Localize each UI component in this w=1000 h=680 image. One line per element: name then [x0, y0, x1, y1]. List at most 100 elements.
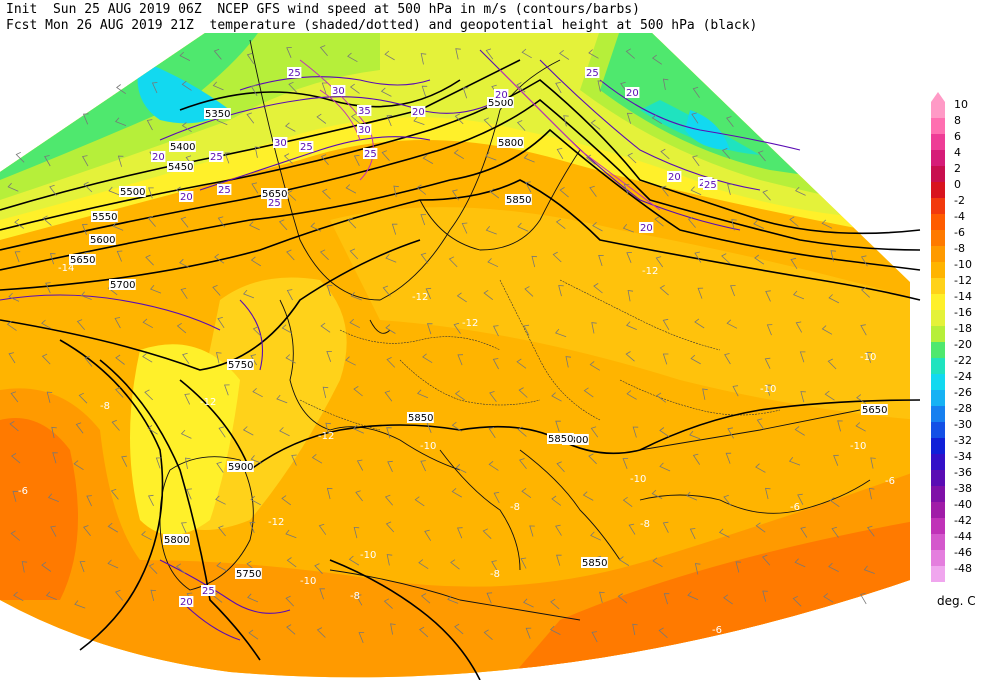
wind-speed-label-bg: [201, 585, 216, 596]
wind-barb: [10, 530, 20, 541]
wind-speed-label: 20: [152, 152, 165, 163]
wind-barb: [348, 555, 360, 566]
wind-barb: [723, 494, 732, 506]
legend-swatch: [931, 182, 945, 198]
wind-barb: [455, 48, 461, 60]
height-contour-label-bg: [261, 188, 288, 199]
wind-barb: [454, 113, 464, 125]
wind-barb: [350, 113, 361, 124]
wind-barb: [555, 524, 562, 536]
wind-barb: [212, 81, 224, 91]
wind-barb: [765, 384, 772, 396]
wind-barb: [414, 496, 425, 507]
legend-tick-label: 6: [954, 130, 961, 143]
wind-barb: [827, 358, 837, 370]
wind-barb: [517, 426, 527, 437]
wind-barb: [690, 354, 701, 365]
wind-speed-label-bg: [287, 67, 302, 78]
legend-swatch: [931, 550, 945, 566]
wind-barb: [250, 354, 257, 366]
wind-barb: [797, 493, 804, 505]
wind-barb: [726, 319, 738, 329]
wind-barb: [383, 598, 393, 609]
wind-barb: [523, 153, 535, 163]
height-contour-label-bg: [204, 108, 231, 119]
wind-barb: [218, 426, 226, 438]
wind-barb: [492, 358, 499, 370]
legend-swatch: [931, 454, 945, 470]
wind-barb: [384, 494, 394, 506]
wind-barb: [837, 420, 843, 432]
height-contour-label: 5650: [862, 405, 887, 416]
wind-barb: [687, 591, 699, 601]
wind-speed-label-bg: [494, 89, 509, 100]
wind-barb: [626, 321, 637, 330]
wind-barb: [726, 116, 734, 128]
wind-barb: [358, 632, 365, 644]
wind-barb: [51, 426, 57, 439]
wind-barb: [150, 285, 162, 294]
height-contour-label: 5850: [408, 413, 433, 424]
legend-tick-label: -46: [954, 546, 972, 559]
wind-barb: [355, 490, 363, 502]
height-contour-label: 5800: [563, 435, 588, 446]
height-contour-label-bg: [547, 433, 574, 444]
legend-swatch: [931, 422, 945, 438]
wind-speed-label: 25: [586, 68, 599, 79]
wind-speed-label: 25: [364, 149, 377, 160]
wind-barb: [723, 594, 733, 605]
wind-barb: [150, 589, 157, 601]
wind-barb: [625, 48, 635, 59]
legend-swatch: [931, 342, 945, 358]
wind-barb: [823, 593, 834, 603]
wind-barb: [142, 352, 153, 363]
wind-speed-label: 20: [412, 107, 425, 118]
legend-swatch: [931, 502, 945, 518]
wind-barb: [485, 226, 497, 235]
wind-barb: [660, 148, 670, 160]
wind-barb: [591, 322, 597, 334]
wind-barb: [686, 491, 698, 501]
wind-speed-label-bg: [331, 85, 346, 96]
wind-barb: [618, 556, 630, 566]
wind-barb: [516, 82, 526, 93]
wind-barb: [254, 146, 261, 158]
wind-barb: [286, 47, 292, 58]
legend-swatch: [931, 246, 945, 262]
wind-barb: [179, 258, 190, 269]
wind-barb: [627, 152, 637, 164]
wind-speed-label-bg: [363, 148, 378, 159]
temperature-label: -8: [490, 569, 500, 580]
wind-barb: [687, 216, 696, 228]
wind-speed-label: 20: [180, 597, 193, 608]
wind-barb: [727, 427, 734, 439]
wind-barb: [420, 53, 427, 65]
wind-barb: [551, 495, 562, 506]
wind-barb: [632, 623, 638, 636]
wind-barb: [690, 186, 702, 196]
wind-barb: [181, 80, 192, 91]
wind-barb: [385, 521, 395, 533]
height-contour-label: 5850: [506, 195, 531, 206]
wind-barb: [148, 187, 154, 199]
wind-speed-label-bg: [667, 171, 682, 182]
wind-barb: [551, 392, 562, 402]
legend-swatch: [931, 486, 945, 502]
wind-barb: [555, 420, 561, 432]
wind-speed-label-bg: [267, 197, 282, 208]
wind-barb: [451, 487, 463, 498]
wind-speed-label: 20: [640, 223, 653, 234]
wind-barb: [142, 318, 153, 329]
wind-barb: [224, 152, 231, 164]
height-contour-label-bg: [163, 534, 190, 545]
wind-speed-label: 25: [218, 185, 231, 196]
wind-barb: [250, 455, 262, 464]
wind-barb: [788, 457, 801, 466]
wind-barb: [424, 529, 432, 541]
wind-barb: [350, 292, 362, 301]
legend-swatch: [931, 102, 945, 118]
wind-barb: [697, 287, 704, 299]
wind-barb: [318, 523, 327, 535]
wind-barb: [489, 188, 500, 199]
height-contour-label-bg: [235, 568, 262, 579]
